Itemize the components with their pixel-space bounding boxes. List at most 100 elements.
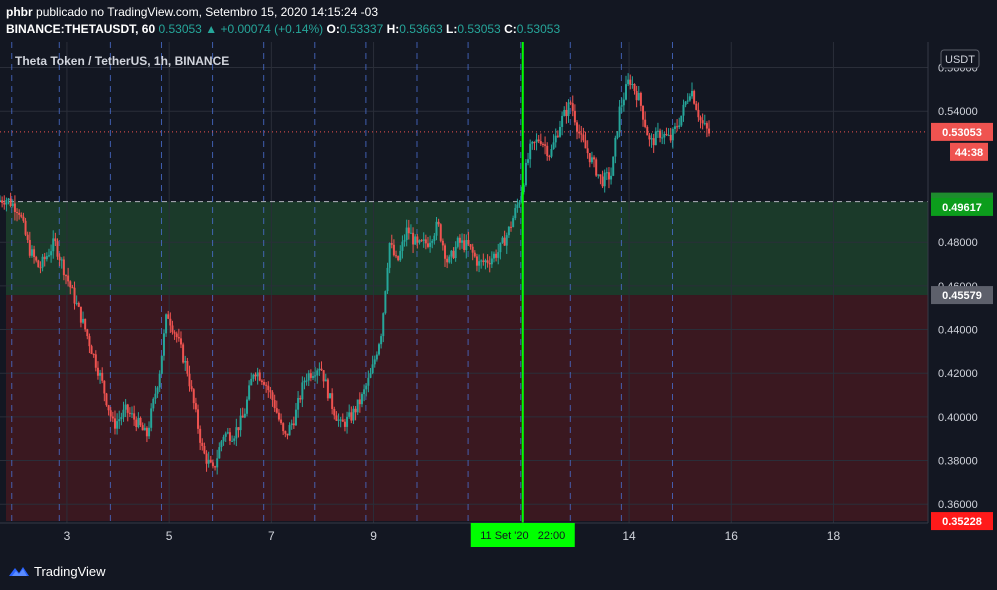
candle-body bbox=[56, 241, 59, 257]
candle-body bbox=[599, 174, 602, 177]
candle-body bbox=[260, 380, 263, 383]
candle-body bbox=[397, 256, 400, 261]
candle-body bbox=[41, 256, 44, 268]
candle-body bbox=[378, 344, 381, 355]
candle-body bbox=[550, 149, 553, 157]
publisher-name[interactable]: phbr bbox=[6, 5, 33, 19]
time-tick-label: 3 bbox=[64, 529, 71, 543]
candle-body bbox=[590, 157, 593, 163]
candle-body bbox=[507, 226, 510, 236]
candle-body bbox=[680, 115, 683, 126]
candle-body bbox=[280, 419, 283, 424]
currency-tag-box bbox=[940, 49, 980, 69]
candle-body bbox=[9, 198, 12, 206]
candle-body bbox=[556, 135, 559, 137]
candle-body bbox=[290, 423, 293, 426]
candle-body bbox=[354, 408, 357, 413]
chart-canvas[interactable]: Theta Token / TetherUS, 1h, BINANCE 0.56… bbox=[0, 42, 997, 552]
candle-body bbox=[561, 115, 564, 127]
candle-body bbox=[126, 404, 129, 413]
ohlc-legend: BINANCE:THETAUSDT, 60 0.53053 ▲ +0.00074… bbox=[6, 22, 560, 36]
candle-body bbox=[348, 412, 351, 417]
candle-body bbox=[239, 415, 242, 431]
candle-body bbox=[448, 256, 451, 263]
candle-body bbox=[454, 246, 457, 259]
low-value: 0.53053 bbox=[457, 22, 501, 36]
candle-body bbox=[120, 417, 123, 420]
candle-body bbox=[418, 240, 421, 243]
candle-body bbox=[484, 260, 487, 263]
symbol-label[interactable]: BINANCE:THETAUSDT, 60 bbox=[6, 22, 156, 36]
close-value: 0.53053 bbox=[516, 22, 561, 36]
candle-body bbox=[505, 235, 508, 246]
candle-body bbox=[197, 409, 200, 429]
candle-body bbox=[143, 427, 146, 431]
candle-body bbox=[631, 84, 634, 86]
candle-body bbox=[588, 153, 591, 163]
time-tick-label: 5 bbox=[166, 529, 173, 543]
candle-body bbox=[582, 134, 585, 141]
candle-body bbox=[324, 379, 327, 382]
chart-header: phbr publicado no TradingView.com, Setem… bbox=[0, 0, 997, 42]
candle-body bbox=[303, 380, 306, 383]
candle-body bbox=[458, 237, 461, 243]
candle-body bbox=[661, 137, 664, 139]
candle-body bbox=[414, 236, 417, 245]
candle-body bbox=[384, 291, 387, 314]
candle-body bbox=[475, 256, 478, 266]
candle-body bbox=[497, 252, 500, 258]
candle-body bbox=[461, 240, 464, 243]
candle-body bbox=[565, 109, 568, 117]
candle-body bbox=[245, 399, 248, 414]
open-value: 0.53337 bbox=[339, 22, 384, 36]
price-tag-box bbox=[931, 512, 993, 531]
price-tag-box bbox=[931, 122, 993, 141]
candle-body bbox=[271, 392, 274, 401]
candle-body bbox=[333, 408, 336, 416]
candle-body bbox=[320, 368, 323, 371]
candle-body bbox=[20, 214, 23, 217]
candle-body bbox=[607, 172, 610, 180]
candle-body bbox=[544, 144, 547, 146]
open-label: O: bbox=[326, 22, 340, 36]
candle-body bbox=[614, 137, 617, 157]
candle-body bbox=[45, 256, 48, 260]
candle-body bbox=[337, 419, 340, 421]
crosshair-time-label: 11 Set '20 22:00 bbox=[480, 530, 565, 542]
candle-body bbox=[252, 374, 255, 379]
candle-body bbox=[520, 192, 523, 203]
candle-body bbox=[605, 172, 608, 174]
candle-body bbox=[82, 318, 85, 323]
candle-body bbox=[346, 416, 349, 427]
candle-body bbox=[124, 404, 127, 410]
candle-body bbox=[388, 243, 391, 268]
candle-body bbox=[620, 105, 623, 107]
candle-body bbox=[292, 423, 295, 426]
candle-body bbox=[109, 410, 112, 417]
candle-body bbox=[503, 237, 506, 246]
candle-body bbox=[352, 408, 355, 421]
tradingview-brand[interactable]: TradingView bbox=[34, 564, 106, 579]
candle-body bbox=[235, 427, 238, 439]
candle-body bbox=[369, 373, 372, 378]
candle-body bbox=[343, 421, 346, 427]
candle-body bbox=[524, 162, 527, 186]
candles-layer bbox=[0, 73, 711, 475]
candle-body bbox=[171, 325, 174, 333]
candle-body bbox=[203, 445, 206, 454]
candle-body bbox=[148, 427, 151, 437]
candle-body bbox=[67, 275, 70, 282]
candle-body bbox=[539, 141, 542, 144]
candle-body bbox=[533, 141, 536, 143]
price-tag-box bbox=[931, 197, 993, 216]
session-breaks bbox=[11, 42, 673, 523]
candle-body bbox=[426, 243, 429, 247]
candle-body bbox=[580, 133, 583, 135]
candle-body bbox=[569, 102, 572, 104]
candle-body bbox=[131, 413, 134, 415]
candle-body bbox=[688, 96, 691, 101]
tradingview-logo-icon[interactable] bbox=[8, 564, 30, 578]
candle-body bbox=[456, 237, 459, 247]
currency-tag[interactable]: USDT bbox=[940, 49, 980, 69]
candle-body bbox=[47, 255, 50, 257]
